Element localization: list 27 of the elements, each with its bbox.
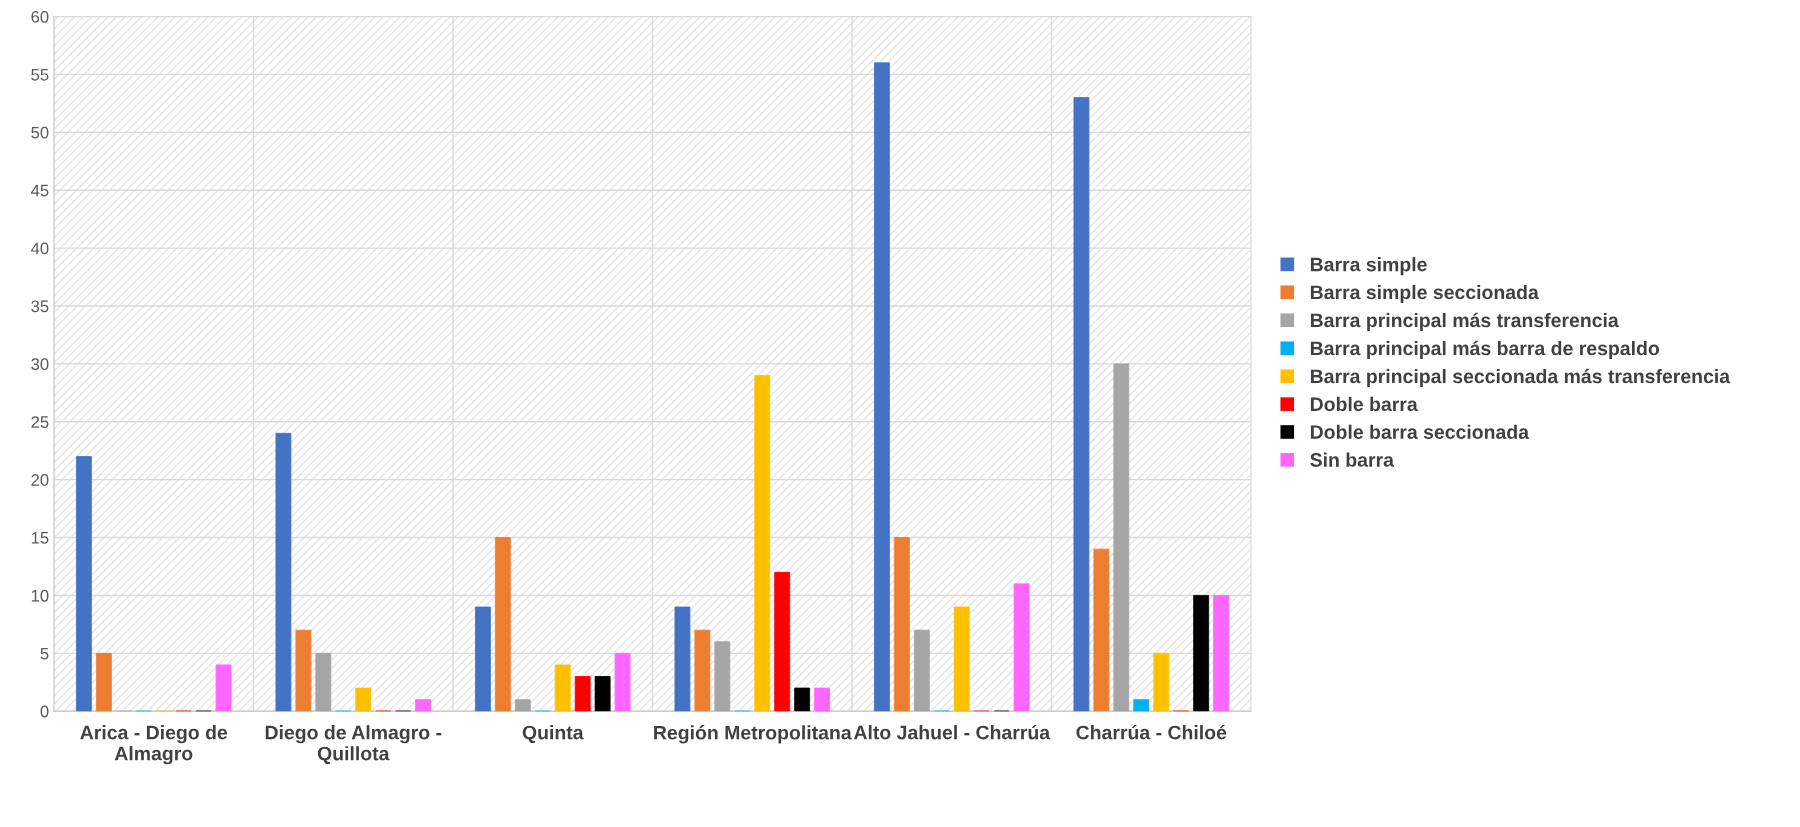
x-tick-label: Quinta [522,725,584,744]
x-tick-label: Diego de Almagro - Quillota [265,725,442,765]
y-tick-label: 10 [31,589,49,602]
y-tick-label: 55 [31,69,49,81]
legend-label: Barra principal más barra de respaldo [1310,340,1660,360]
legend-label: Barra principal más transferencia [1310,312,1619,332]
legend-label: Doble barra seccionada [1310,424,1530,439]
y-tick-label: 25 [31,416,49,428]
y-tick-label: 15 [31,532,49,544]
legend-label: Doble barra [1310,396,1418,412]
y-tick-label: 35 [31,300,49,313]
y-tick-label: 45 [30,184,49,197]
y-tick-label: 20 [31,474,49,486]
y-tick-label: 50 [31,126,49,139]
x-tick-label: Charrúa - Chiloé [1076,724,1227,740]
y-tick-label: 30 [31,358,49,371]
x-tick-label: Arica - Diego de Almagro [80,725,228,765]
x-tick-label: Región Metropolitana [654,725,852,744]
legend-label: Sin barra [1310,452,1395,467]
x-tick-label: Alto Jahuel - Charrúa [853,724,1051,740]
legend-label: Barra simple [1310,257,1427,276]
y-tick-label: 5 [40,647,49,660]
y-tick-label: 0 [40,705,49,718]
y-tick-label: 60 [31,10,49,23]
legend-label: Barra simple seccionada [1310,284,1539,304]
y-tick-label: 40 [30,242,49,255]
legend-label: Barra principal seccionada más transferencia [1310,368,1731,388]
